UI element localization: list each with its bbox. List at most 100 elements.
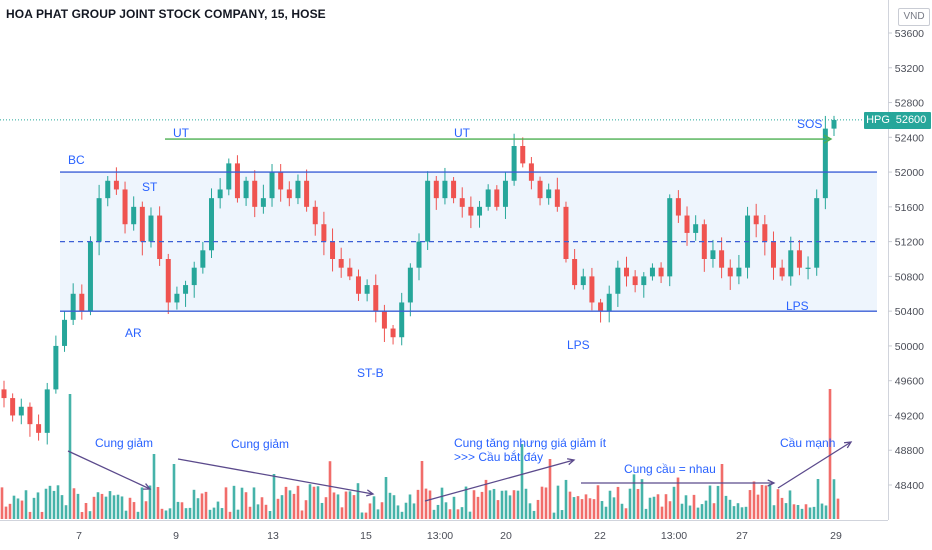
volume-bar: [352, 495, 356, 519]
volume-bar: [168, 508, 172, 519]
volume-bar: [152, 454, 156, 519]
volume-bar: [52, 490, 56, 519]
volume-bar: [344, 491, 348, 519]
volume-bar: [516, 490, 520, 519]
candle-body: [1, 389, 7, 399]
volume-bar: [812, 506, 816, 519]
candle-body: [44, 389, 50, 433]
volume-bar: [748, 490, 752, 519]
arrow-strong-demand: [777, 441, 852, 489]
candle-body: [537, 180, 543, 199]
candle-body: [321, 224, 327, 242]
candle-body: [191, 267, 197, 286]
currency-label[interactable]: VND: [898, 8, 930, 26]
candle-body: [554, 189, 560, 207]
volume-bar: [68, 394, 72, 519]
volume-bar: [756, 494, 760, 519]
volume-bar: [804, 504, 808, 519]
annotation-ar: AR: [125, 326, 142, 340]
volume-bar: [808, 507, 812, 519]
volume-bar: [172, 464, 176, 519]
volume-bar: [488, 490, 492, 519]
volume-bar: [116, 494, 120, 519]
volume-bar: [72, 488, 76, 519]
volume-bar: [676, 477, 680, 519]
volume-bar: [100, 493, 104, 519]
time-tick-label: 22: [594, 530, 606, 542]
volume-bar: [392, 495, 396, 519]
candle-body: [684, 215, 690, 233]
volume-bar: [532, 510, 536, 519]
volume-bar: [704, 500, 708, 519]
candle-body: [770, 241, 776, 268]
arrow-supply-down-1: [67, 450, 151, 490]
volume-bar: [140, 487, 144, 519]
volume-bar: [776, 489, 780, 519]
volume-bar: [476, 496, 480, 519]
volume-bar: [36, 492, 40, 519]
candle-body: [814, 198, 820, 268]
volume-bar: [820, 503, 824, 519]
volume-bar: [304, 500, 308, 519]
volume-bar: [832, 479, 836, 519]
candle-body: [451, 180, 457, 199]
volume-bar: [736, 503, 740, 519]
volume-bar: [496, 500, 500, 519]
candle-body: [563, 206, 569, 259]
volume-bar: [612, 497, 616, 519]
volume-bar: [20, 500, 24, 519]
volume-bar: [232, 485, 236, 519]
candle-body: [105, 180, 111, 199]
volume-bar: [616, 486, 620, 519]
volume-bar: [160, 508, 164, 519]
volume-bar: [440, 487, 444, 519]
candle-body: [269, 172, 275, 199]
volume-bar: [56, 485, 60, 519]
price-tick-label: 49600: [895, 376, 924, 388]
candle-body: [572, 259, 578, 286]
candle-body: [157, 215, 163, 259]
annotation-lps1: LPS: [567, 338, 590, 352]
candle-body: [390, 328, 396, 338]
volume-bar: [220, 508, 224, 519]
price-tick-label: 48800: [895, 445, 924, 457]
volume-bar: [712, 503, 716, 519]
volume-bar: [692, 494, 696, 519]
candle-body: [286, 189, 292, 199]
volume-bar: [660, 506, 664, 519]
volume-bar: [728, 499, 732, 519]
candle-body: [226, 163, 232, 190]
volume-bar: [576, 496, 580, 519]
volume-bar: [252, 487, 256, 519]
candle-body: [667, 198, 673, 277]
volume-bar: [376, 509, 380, 519]
volume-bar: [620, 503, 624, 519]
annotation-lps2: LPS: [786, 299, 809, 313]
candle-body: [10, 398, 16, 416]
candle-body: [805, 267, 811, 269]
volume-bar: [464, 486, 468, 519]
candle-body: [96, 198, 102, 242]
volume-bar: [364, 512, 368, 519]
volume-bar: [132, 502, 136, 519]
volume-bar: [336, 494, 340, 519]
price-tick-label: 50000: [895, 341, 924, 353]
volume-bar: [216, 501, 220, 519]
volume-bar: [588, 498, 592, 519]
arrow-supply-down-1-head: [142, 483, 152, 490]
candle-body: [494, 189, 500, 207]
volume-bar: [636, 488, 640, 519]
time-tick-label: 27: [736, 530, 748, 542]
volume-bar: [408, 494, 412, 519]
time-tick-label: 20: [500, 530, 512, 542]
last-price-tag: 52600: [891, 112, 931, 129]
candle-body: [658, 267, 664, 277]
volume-bar: [88, 511, 92, 519]
volume-bars: [0, 389, 840, 519]
volume-bar: [80, 512, 84, 519]
time-tick-label: 29: [830, 530, 842, 542]
volume-bar: [656, 494, 660, 519]
volume-bar: [200, 493, 204, 519]
candle-body: [70, 293, 76, 320]
